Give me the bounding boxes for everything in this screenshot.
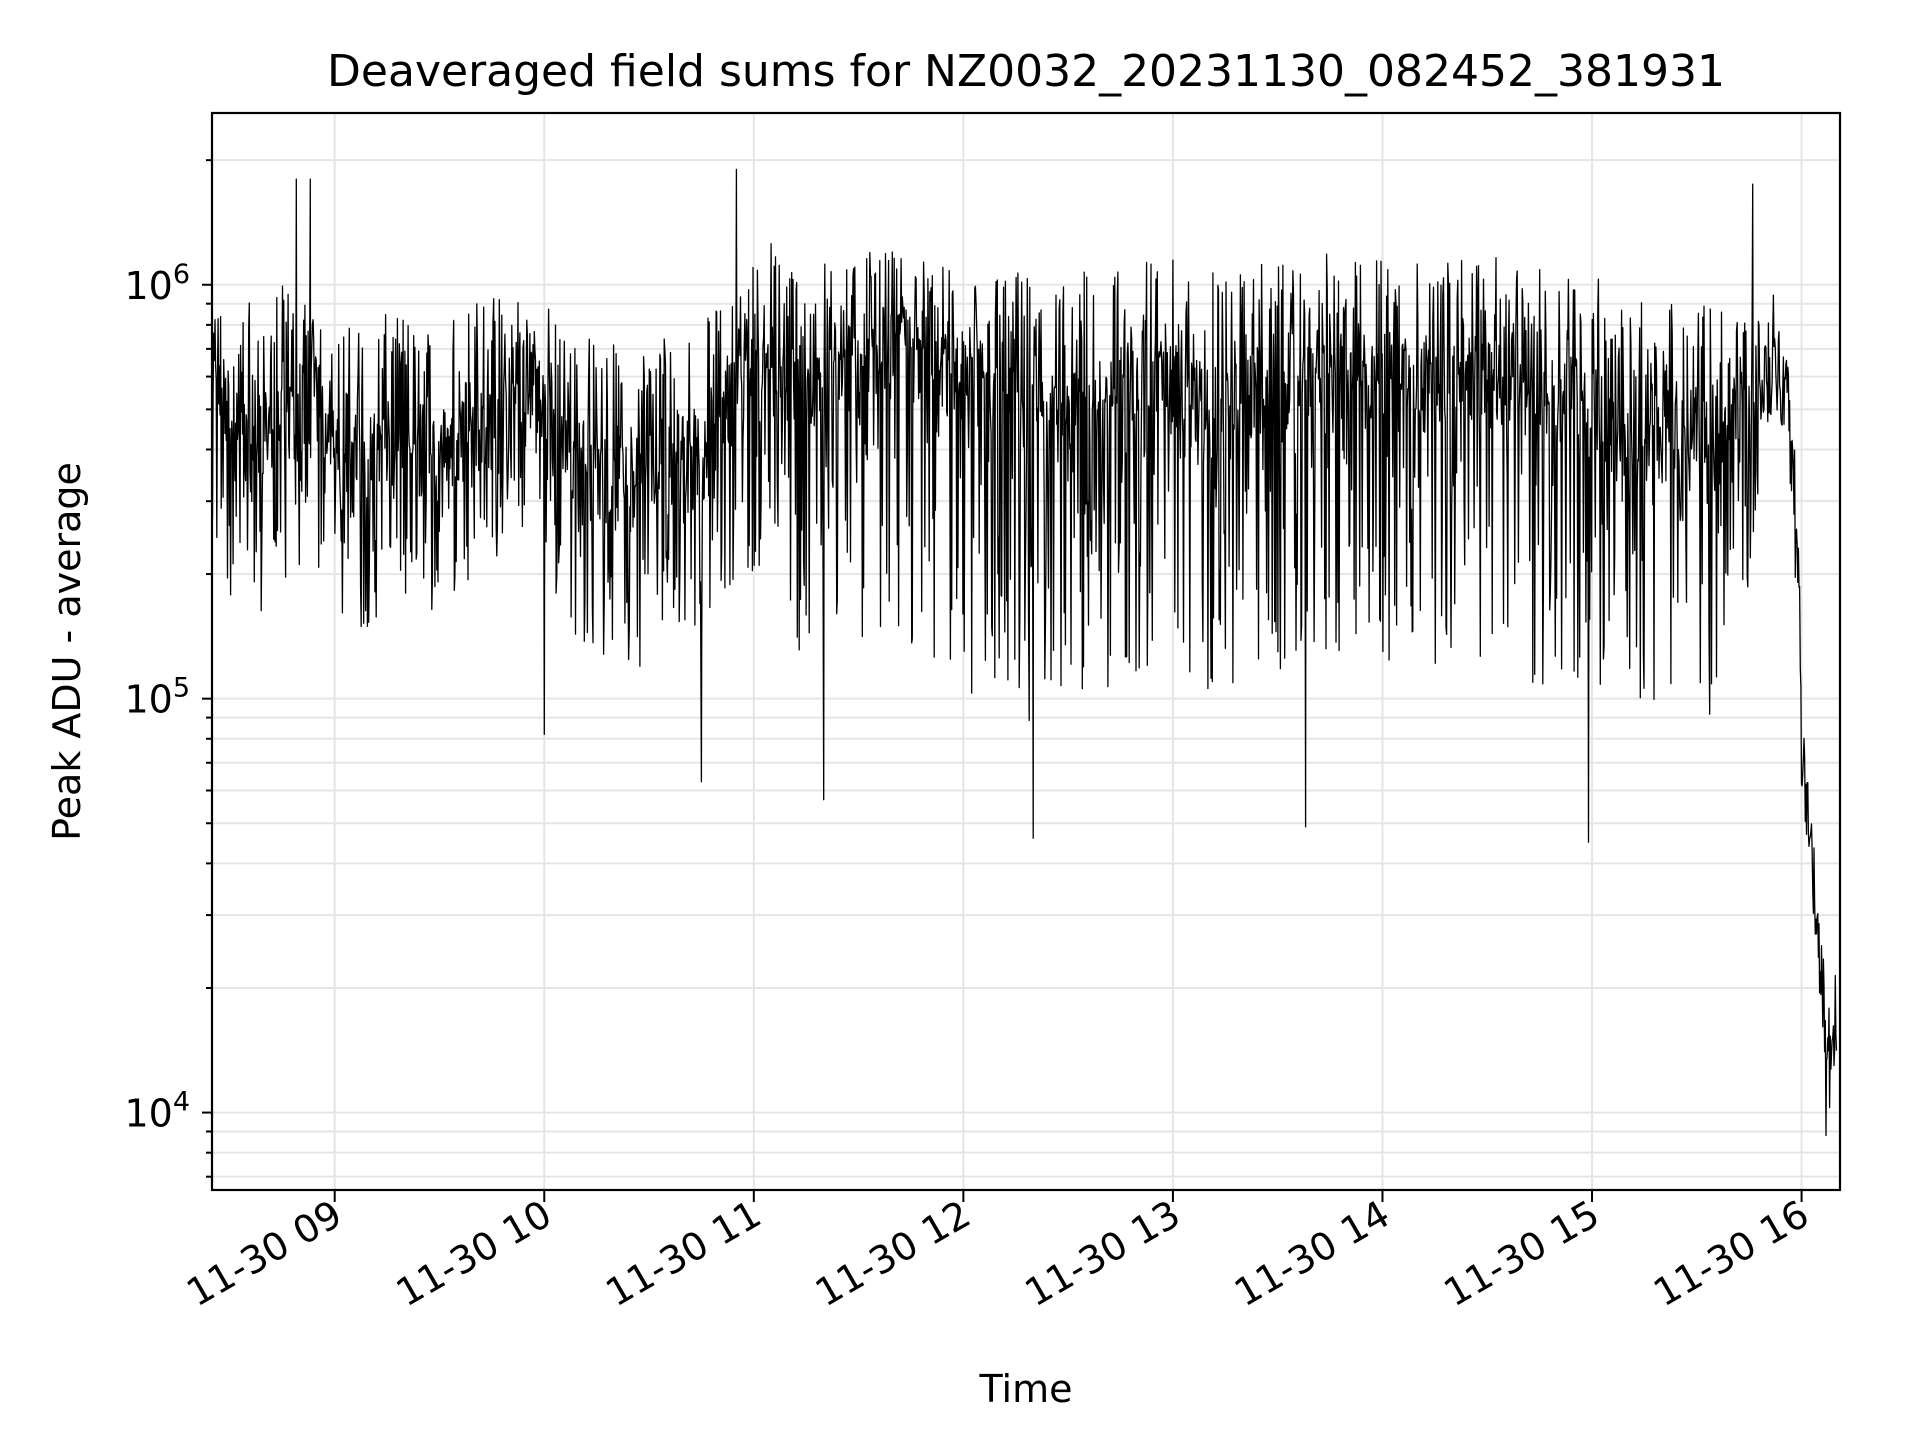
y-tick-label: 105 [124, 673, 190, 722]
y-tick-exponent: 5 [173, 673, 190, 704]
y-tick-label: 106 [124, 259, 190, 308]
y-tick-exponent: 6 [173, 259, 190, 290]
y-tick-base: 10 [124, 1092, 172, 1136]
y-tick-exponent: 4 [173, 1087, 190, 1118]
y-axis-label: Peak ADU - average [45, 462, 89, 841]
y-tick-label: 104 [124, 1087, 190, 1136]
y-tick-base: 10 [124, 678, 172, 722]
data-series-line [211, 168, 1838, 1137]
y-tick-base: 10 [124, 264, 172, 308]
chart-title: Deaveraged field sums for NZ0032_2023113… [327, 46, 1725, 97]
plot-frame [210, 111, 1842, 1192]
plot-area [211, 168, 1838, 1137]
x-axis-label: Time [979, 1367, 1073, 1411]
